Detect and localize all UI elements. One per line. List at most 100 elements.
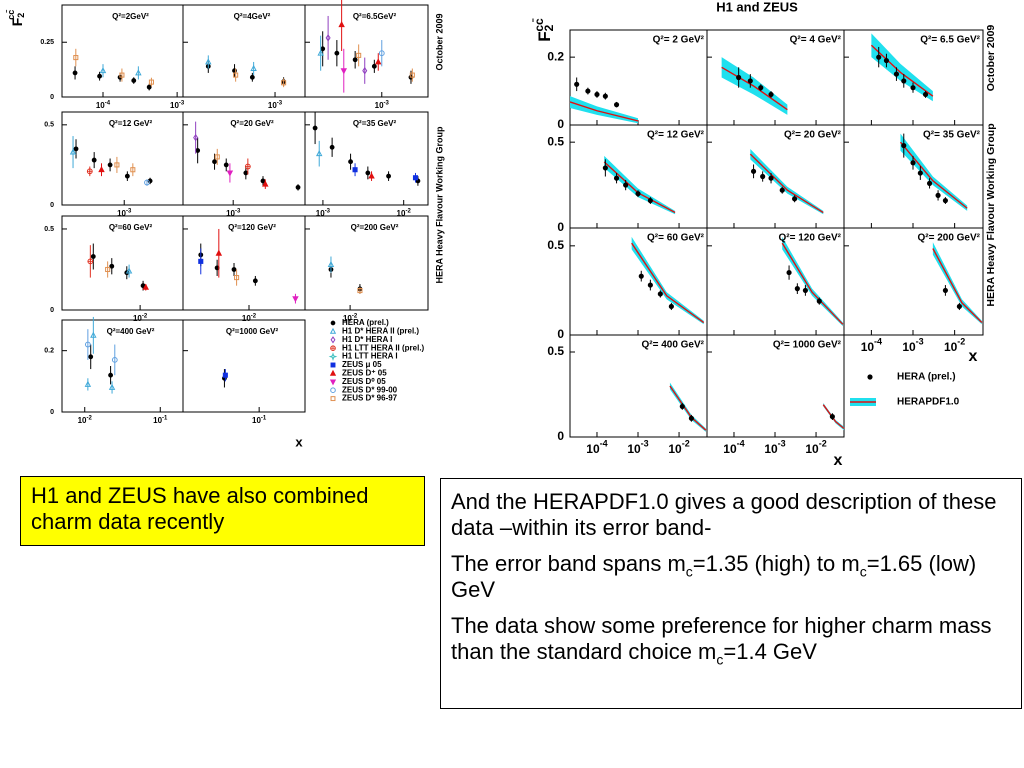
panel-frame — [304, 111, 429, 206]
tick-base: 10 — [586, 442, 600, 456]
error-band — [604, 155, 676, 215]
panel-label: Q²= 60 GeV² — [647, 233, 705, 244]
marker — [215, 249, 223, 256]
marker — [262, 180, 269, 187]
marker — [956, 303, 962, 310]
marker — [205, 58, 212, 65]
paragraph: The data show some preference for higher… — [451, 613, 1011, 666]
error-band — [900, 133, 968, 211]
marker — [794, 286, 800, 292]
marker — [281, 80, 287, 86]
marker — [942, 197, 948, 204]
tick-exponent: -3 — [235, 208, 241, 214]
text-run: And the HERAPDF1.0 gives a good descript… — [451, 489, 997, 540]
marker — [222, 372, 228, 378]
tick-label: 10-4 — [861, 337, 882, 354]
marker — [926, 180, 933, 186]
tick-label: 0.5 — [547, 344, 564, 358]
label-main: F — [9, 17, 25, 26]
marker — [585, 88, 591, 94]
marker — [760, 173, 766, 180]
tick-label: 10-4 — [723, 439, 744, 456]
text-run: The error band spans m — [451, 551, 686, 576]
y-axis-label: F2cc̄ — [532, 18, 556, 42]
tick-base: 10 — [668, 442, 682, 456]
legend-label: HERA (prel.) — [342, 318, 389, 327]
tick-base: 10 — [902, 340, 916, 354]
tick-base: 10 — [252, 416, 261, 425]
marker — [668, 303, 674, 310]
tick-exponent: -2 — [251, 313, 257, 319]
marker — [679, 403, 685, 409]
panel-label: Q²=35 GeV² — [353, 119, 397, 128]
tick-label: 10-3 — [627, 439, 648, 456]
tick-base: 10 — [861, 340, 875, 354]
text-box: And the HERAPDF1.0 gives a good descript… — [440, 478, 1022, 709]
legend-label: HERAPDF1.0 — [897, 397, 960, 408]
tick-label: 10-3 — [170, 100, 185, 110]
marker — [348, 159, 353, 165]
tick-exponent: -4 — [737, 439, 745, 449]
marker — [69, 148, 77, 155]
marker — [867, 374, 873, 380]
marker — [883, 57, 890, 64]
marker — [362, 66, 368, 75]
panel-label: Q²= 20 GeV² — [784, 130, 842, 141]
marker — [356, 52, 362, 58]
marker — [409, 72, 415, 78]
panel-frame — [182, 319, 306, 413]
tick-label: 10-3 — [316, 208, 331, 218]
legend-label: HERA (prel.) — [897, 372, 956, 383]
tick-label: 10-2 — [805, 439, 826, 456]
central-line — [569, 101, 639, 122]
central-line — [721, 66, 788, 111]
panel-label: Q²=12 GeV² — [109, 119, 153, 128]
tick-label: 10-2 — [343, 313, 358, 323]
marker — [84, 341, 91, 348]
tick-label: 0 — [557, 117, 564, 131]
text-run: =1.65 (low) GeV — [451, 551, 977, 602]
marker — [330, 387, 336, 394]
label-sup: cc̄ — [532, 18, 546, 32]
marker — [107, 162, 113, 168]
central-line — [822, 404, 845, 430]
tick-exponent: -4 — [105, 100, 111, 106]
tick-label: 0.5 — [547, 238, 564, 252]
tick-exponent: -2 — [682, 439, 690, 449]
marker — [768, 91, 774, 98]
marker — [330, 320, 336, 326]
marker — [357, 288, 363, 294]
marker — [97, 73, 103, 79]
marker — [371, 63, 377, 69]
panel-label: Q²= 35 GeV² — [923, 130, 981, 141]
marker — [72, 70, 78, 76]
subscript: c — [859, 563, 867, 580]
side-label: October 2009 — [985, 25, 997, 92]
tick-exponent: -3 — [916, 337, 924, 347]
panel-label: Q²=200 GeV² — [351, 223, 399, 232]
marker — [768, 175, 774, 181]
marker — [119, 72, 125, 78]
tick-label: 10-2 — [668, 439, 689, 456]
marker — [375, 58, 382, 65]
marker — [330, 362, 336, 368]
panel-label: Q²=2GeV² — [112, 12, 149, 21]
marker — [901, 143, 907, 149]
tick-label: 10-2 — [78, 415, 93, 425]
panel-frame — [304, 215, 429, 311]
marker — [131, 78, 137, 83]
panel-label: Q²= 4 GeV² — [790, 35, 842, 46]
legend-label: ZEUS D⁺ 05 — [342, 369, 387, 378]
tick-exponent: -4 — [600, 439, 608, 449]
marker — [249, 74, 255, 80]
marker — [635, 191, 641, 197]
panel-label: Q²=6.5GeV² — [353, 12, 397, 21]
label-main: F — [535, 31, 554, 41]
marker — [226, 170, 234, 177]
marker — [602, 165, 608, 171]
side-label: HERA Heavy Flavour Working Group — [434, 126, 444, 284]
tick-base: 10 — [170, 101, 179, 110]
marker — [320, 46, 326, 52]
marker — [73, 55, 79, 61]
marker — [108, 383, 116, 390]
